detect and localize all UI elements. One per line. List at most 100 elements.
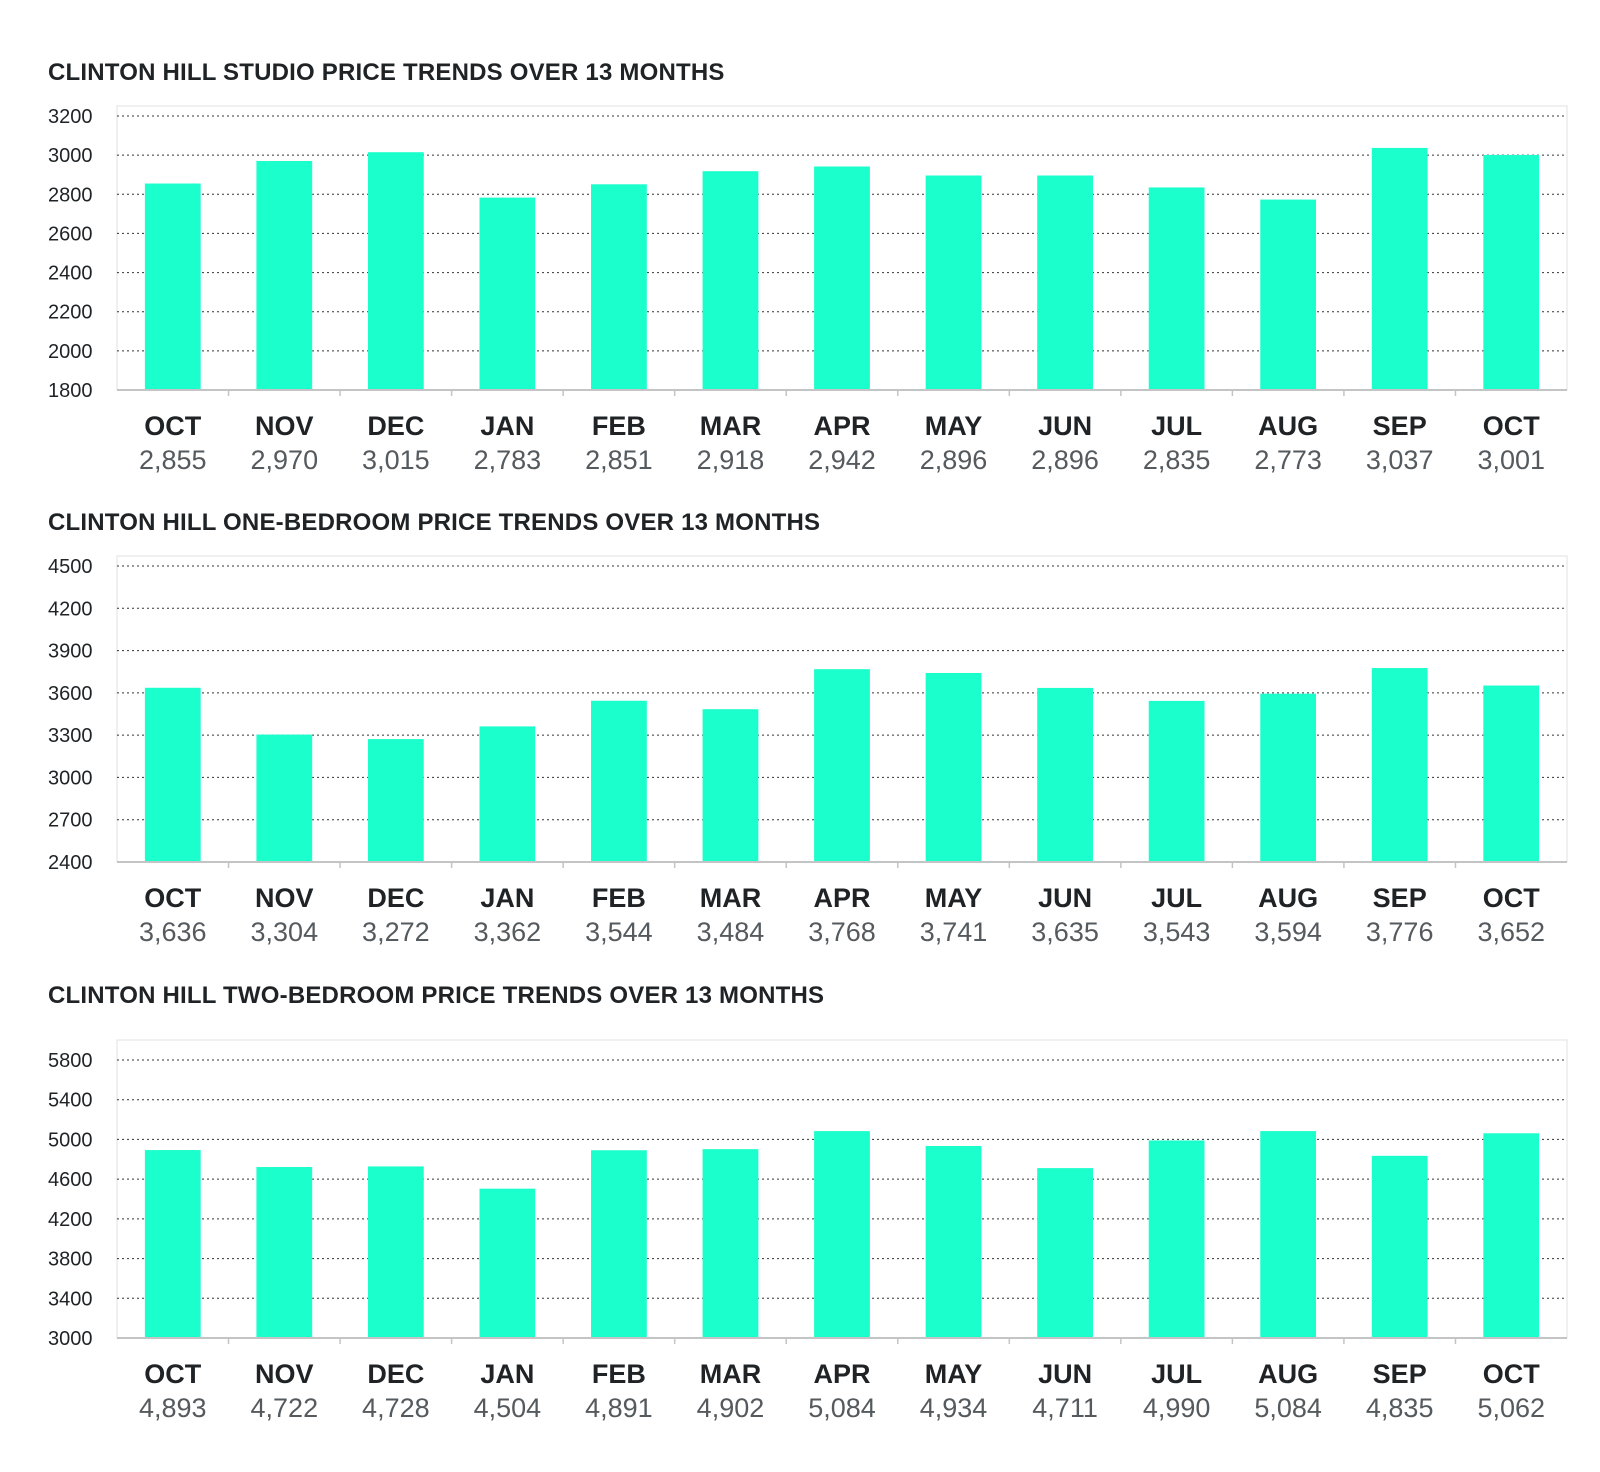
- bar-apr: [814, 669, 870, 862]
- x-category-label: MAR: [700, 883, 762, 913]
- x-category-label: OCT: [1483, 1359, 1541, 1389]
- chart-title: CLINTON HILL TWO-BEDROOM PRICE TRENDS OV…: [48, 982, 824, 1009]
- bar-mar: [702, 171, 759, 390]
- bar-value-label: 2,896: [920, 445, 988, 475]
- bar-may: [925, 672, 982, 862]
- bar-value-label: 3,484: [697, 917, 765, 947]
- x-category-label: SEP: [1373, 411, 1427, 441]
- bar-value-label: 2,942: [808, 445, 876, 475]
- y-tick-label: 3400: [48, 1288, 93, 1310]
- x-category-label: MAY: [925, 411, 983, 441]
- bar-value-label: 2,896: [1031, 445, 1099, 475]
- x-category-label: AUG: [1258, 883, 1318, 913]
- bar-jul: [1148, 187, 1205, 390]
- bar-value-label: 5,062: [1477, 1393, 1545, 1423]
- y-tick-label: 2200: [48, 302, 93, 324]
- y-tick-label: 3300: [48, 725, 93, 747]
- chart-1: CLINTON HILL STUDIO PRICE TRENDS OVER 13…: [48, 59, 1568, 475]
- bar-nov: [256, 161, 313, 390]
- bar-value-label: 4,504: [474, 1393, 542, 1423]
- bar-jan: [479, 1188, 536, 1338]
- x-category-label: JAN: [480, 1359, 534, 1389]
- x-category-label: APR: [813, 411, 870, 441]
- bar-value-label: 4,728: [362, 1393, 430, 1423]
- bar-jan: [479, 726, 536, 862]
- y-tick-label: 2000: [48, 341, 93, 363]
- y-tick-label: 4200: [48, 598, 93, 620]
- x-category-label: SEP: [1373, 883, 1427, 913]
- bar-value-label: 2,773: [1254, 445, 1322, 475]
- y-tick-label: 3000: [48, 1328, 93, 1350]
- x-category-label: MAY: [925, 1359, 983, 1389]
- x-category-label: OCT: [1483, 883, 1541, 913]
- bar-value-label: 3,652: [1477, 917, 1545, 947]
- bar-value-label: 3,362: [474, 917, 542, 947]
- bar-value-label: 2,783: [474, 445, 542, 475]
- x-category-label: APR: [813, 883, 870, 913]
- bar-apr: [814, 166, 870, 390]
- y-tick-label: 2400: [48, 852, 93, 874]
- x-category-label: JAN: [480, 883, 534, 913]
- chart-2: CLINTON HILL ONE-BEDROOM PRICE TRENDS OV…: [48, 509, 1568, 947]
- x-category-label: OCT: [144, 1359, 202, 1389]
- bar-aug: [1260, 1131, 1317, 1338]
- bar-jan: [479, 197, 536, 390]
- bar-value-label: 4,893: [139, 1393, 207, 1423]
- x-category-label: JUN: [1038, 411, 1092, 441]
- y-tick-label: 4200: [48, 1209, 93, 1231]
- bar-value-label: 4,835: [1366, 1393, 1434, 1423]
- x-category-label: JAN: [480, 411, 534, 441]
- bar-value-label: 3,001: [1477, 445, 1545, 475]
- bar-feb: [591, 184, 647, 390]
- y-tick-label: 4600: [48, 1169, 93, 1191]
- bar-apr: [814, 1131, 870, 1338]
- bar-value-label: 4,990: [1143, 1393, 1211, 1423]
- bar-value-label: 4,711: [1032, 1393, 1098, 1423]
- chart-title: CLINTON HILL ONE-BEDROOM PRICE TRENDS OV…: [48, 509, 820, 536]
- x-category-label: FEB: [592, 883, 646, 913]
- x-category-label: FEB: [592, 1359, 646, 1389]
- x-category-label: AUG: [1258, 1359, 1318, 1389]
- bar-value-label: 3,015: [362, 445, 430, 475]
- bar-aug: [1260, 199, 1317, 390]
- bar-value-label: 3,544: [585, 917, 653, 947]
- chart-3: CLINTON HILL TWO-BEDROOM PRICE TRENDS OV…: [48, 982, 1568, 1423]
- x-category-label: NOV: [255, 1359, 314, 1389]
- x-category-label: OCT: [144, 883, 202, 913]
- bar-jul: [1148, 1140, 1205, 1338]
- x-category-label: DEC: [367, 411, 424, 441]
- bar-value-label: 2,835: [1143, 445, 1211, 475]
- bar-value-label: 5,084: [1254, 1393, 1322, 1423]
- bar-jul: [1148, 700, 1205, 862]
- bar-mar: [702, 709, 759, 862]
- bar-value-label: 3,776: [1366, 917, 1434, 947]
- y-tick-label: 3200: [48, 106, 93, 128]
- bar-nov: [256, 734, 313, 862]
- bar-oct: [144, 687, 201, 862]
- bar-feb: [591, 1150, 647, 1338]
- y-tick-label: 3000: [48, 145, 93, 167]
- y-tick-label: 3800: [48, 1249, 93, 1271]
- y-tick-label: 3000: [48, 767, 93, 789]
- y-tick-label: 4500: [48, 556, 93, 578]
- bar-oct: [1483, 154, 1540, 390]
- y-tick-label: 5400: [48, 1090, 93, 1112]
- x-category-label: MAR: [700, 411, 762, 441]
- bar-value-label: 2,970: [251, 445, 319, 475]
- bar-dec: [367, 1166, 424, 1338]
- y-tick-label: 5800: [48, 1050, 93, 1072]
- bar-oct: [144, 1150, 201, 1338]
- y-tick-label: 5000: [48, 1129, 93, 1151]
- bar-value-label: 3,304: [251, 917, 319, 947]
- bar-feb: [591, 700, 647, 862]
- bar-value-label: 3,543: [1143, 917, 1211, 947]
- chart-title: CLINTON HILL STUDIO PRICE TRENDS OVER 13…: [48, 59, 725, 86]
- bar-may: [925, 175, 982, 390]
- bar-value-label: 2,918: [697, 445, 765, 475]
- bar-value-label: 3,272: [362, 917, 430, 947]
- x-category-label: APR: [813, 1359, 870, 1389]
- x-category-label: FEB: [592, 411, 646, 441]
- bar-nov: [256, 1167, 313, 1338]
